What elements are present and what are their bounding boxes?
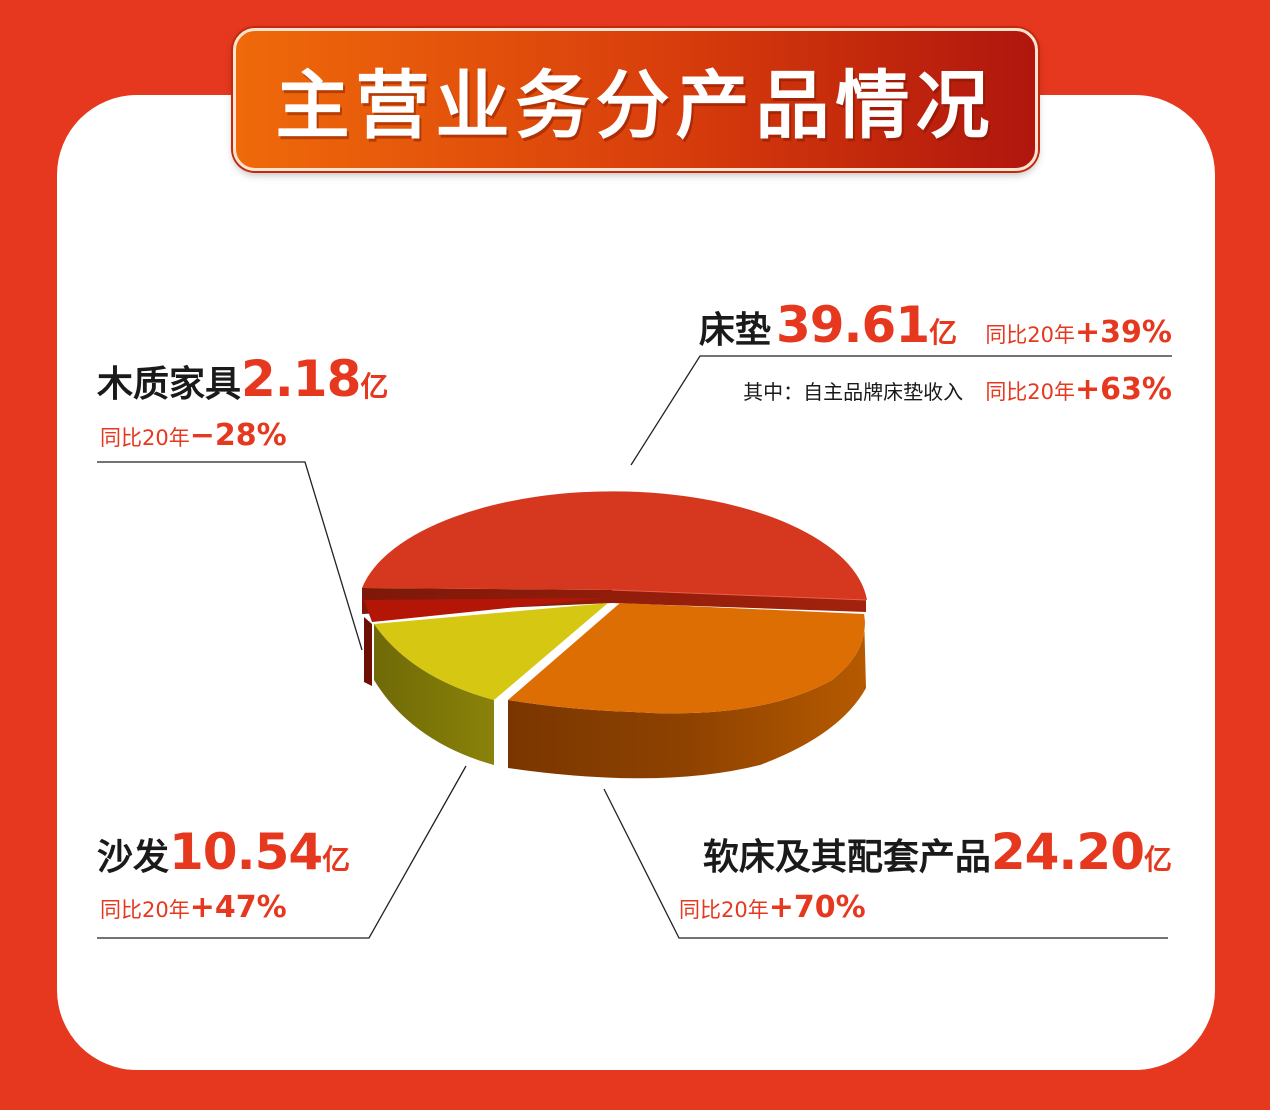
- label-sofa-yoy-prefix: 同比20年: [100, 898, 190, 922]
- label-mattress-sub-yoy-prefix: 同比20年: [985, 380, 1076, 404]
- label-soft-bed-unit: 亿: [1143, 843, 1172, 876]
- label-mattress: 床垫 39.61亿 同比20年+39%: [699, 296, 1172, 354]
- label-mattress-sub: 其中：自主品牌床垫收入 同比20年+63%: [743, 372, 1172, 407]
- label-sofa: 沙发10.54亿: [97, 823, 350, 881]
- label-wood-name: 木质家具: [97, 364, 242, 405]
- slice-mattress: [362, 491, 867, 614]
- slice-soft-bed: [508, 603, 866, 779]
- leader-lines: [97, 355, 1172, 939]
- label-soft-bed-name: 软床及其配套产品: [702, 837, 991, 878]
- title-banner: 主营业务分产品情况: [233, 28, 1038, 171]
- label-sofa-name: 沙发: [97, 837, 170, 878]
- label-wood: 木质家具2.18亿: [97, 350, 388, 408]
- label-soft-bed: 软床及其配套产品24.20亿: [703, 823, 1172, 881]
- label-wood-unit: 亿: [360, 370, 389, 403]
- page-title: 主营业务分产品情况: [275, 63, 996, 149]
- label-soft-bed-yoy-row: 同比20年+70%: [679, 890, 866, 925]
- leader-line-sofa: [97, 765, 467, 939]
- leader-line-soft-bed: [603, 788, 1168, 939]
- leader-line-wood: [97, 461, 363, 651]
- label-sofa-value: 10.54: [169, 823, 323, 881]
- label-mattress-yoy: +39%: [1075, 315, 1172, 350]
- label-mattress-unit: 亿: [929, 316, 958, 349]
- label-wood-value: 2.18: [241, 350, 361, 408]
- label-wood-yoy-row: 同比20年−28%: [100, 418, 287, 453]
- label-mattress-name: 床垫: [698, 310, 771, 351]
- label-soft-bed-yoy: +70%: [768, 890, 866, 925]
- label-mattress-sub-name: 其中：自主品牌床垫收入: [743, 380, 964, 404]
- label-wood-yoy: −28%: [189, 418, 287, 453]
- label-soft-bed-yoy-prefix: 同比20年: [679, 898, 769, 922]
- label-mattress-sub-yoy: +63%: [1075, 372, 1172, 407]
- label-soft-bed-value: 24.20: [990, 823, 1145, 881]
- slice-sofa: [374, 603, 608, 765]
- label-sofa-yoy: +47%: [189, 890, 287, 925]
- label-sofa-unit: 亿: [322, 843, 351, 876]
- label-mattress-value: 39.61: [775, 296, 930, 354]
- label-mattress-yoy-prefix: 同比20年: [985, 323, 1076, 347]
- slice-wood: [364, 598, 605, 686]
- leader-line-mattress: [630, 355, 1172, 466]
- label-sofa-yoy-row: 同比20年+47%: [100, 890, 287, 925]
- label-wood-yoy-prefix: 同比20年: [100, 426, 190, 450]
